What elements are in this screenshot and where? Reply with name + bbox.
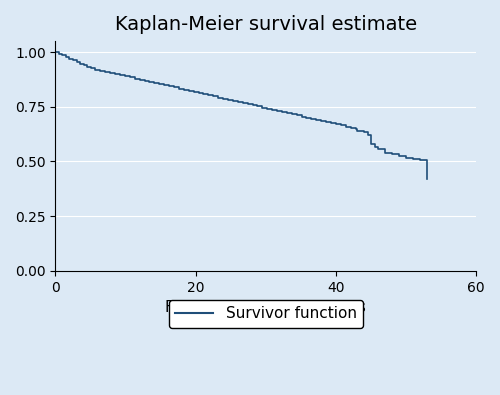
- Title: Kaplan-Meier survival estimate: Kaplan-Meier survival estimate: [115, 15, 417, 34]
- Legend: Survivor function: Survivor function: [169, 300, 362, 327]
- X-axis label: Follow up times in months: Follow up times in months: [166, 300, 366, 315]
